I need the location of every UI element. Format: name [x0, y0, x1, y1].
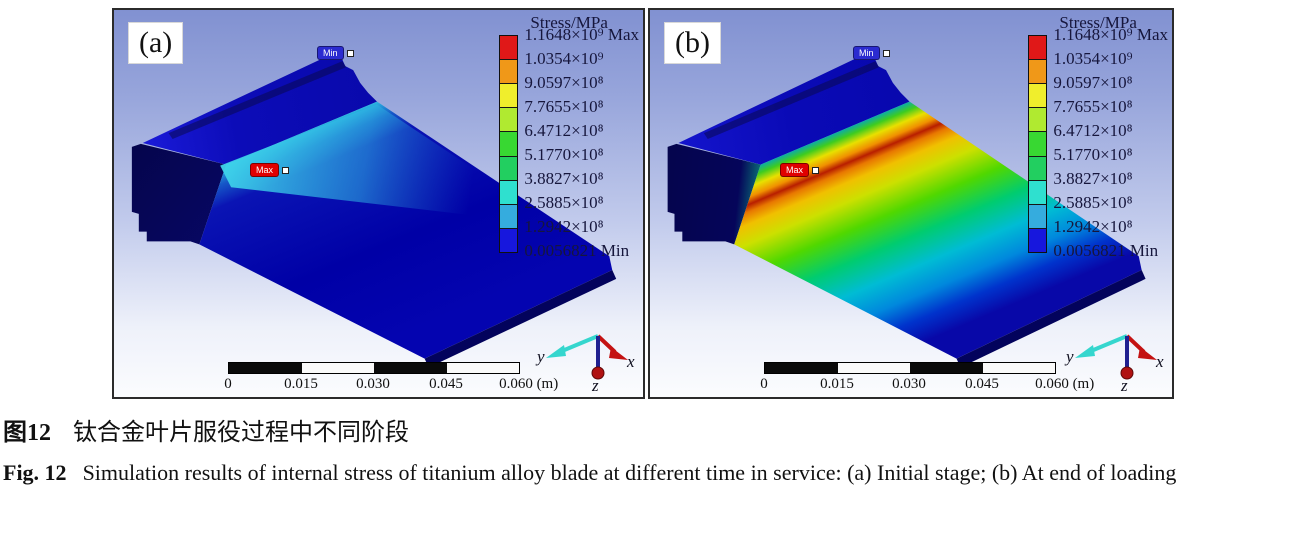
colorbar-segment [500, 36, 518, 60]
colorbar-segment [1029, 179, 1047, 204]
blade-contour-rendering-end-of-loading [667, 53, 1146, 368]
legend-value: 3.8827×10⁸ [524, 169, 604, 188]
colorbar-segment [500, 59, 518, 84]
simulation-panel-a: (a) Min Max Stress/MPa [112, 8, 645, 399]
max-tag-label: Max [780, 163, 810, 177]
colorbar-segment [1029, 59, 1047, 84]
colorbar-segment [1029, 107, 1047, 132]
legend-value: 1.2942×10⁸ [1053, 217, 1133, 236]
colorbar-segment [500, 107, 518, 132]
colorbar-segment [500, 131, 518, 156]
legend-title: Stress/MPa [530, 13, 608, 32]
scale-bar: 0 0.015 0.030 0.045 0.060 (m) [760, 362, 1094, 396]
legend-title: Stress/MPa [1059, 13, 1137, 32]
x-axis-label: x [1155, 352, 1164, 371]
caption-cn-number: 图12 [3, 420, 51, 446]
caption-chinese: 图12 钛合金叶片服役过程中不同阶段 [3, 412, 409, 447]
legend-value: 1.1648×10⁹ Max [524, 25, 639, 44]
max-marker: Max [780, 163, 820, 177]
colorbar-segment [1029, 83, 1047, 108]
min-marker: Min [853, 46, 890, 60]
z-axis-label: z [1120, 376, 1128, 393]
min-tag-label: Min [853, 46, 880, 60]
legend-labels: 1.1648×10⁹ Max 1.0354×10⁹ 9.0597×10⁸ 7.7… [524, 23, 639, 263]
colorbar-segment [1029, 155, 1047, 180]
legend-value: 3.8827×10⁸ [1053, 169, 1133, 188]
legend-value: 9.0597×10⁸ [524, 73, 604, 92]
max-tag-label: Max [250, 163, 280, 177]
caption-en-text: Simulation results of internal stress of… [82, 460, 1177, 485]
caption-cn-text: 钛合金叶片服役过程中不同阶段 [73, 420, 409, 446]
min-marker: Min [317, 46, 354, 60]
legend-value: 1.2942×10⁸ [524, 217, 604, 236]
legend-value: 6.4712×10⁸ [1053, 121, 1133, 140]
legend-value: 9.0597×10⁸ [1053, 73, 1133, 92]
legend-value: 1.0354×10⁹ [524, 49, 604, 68]
scale-bar-track [228, 362, 520, 374]
legend-value: 1.1648×10⁹ Max [1053, 25, 1168, 44]
colorbar-segment [500, 227, 518, 252]
scale-tick-label: 0.030 [356, 376, 390, 392]
scale-tick-label: 0.060 (m) [499, 376, 559, 392]
scale-tick-label: 0.030 [892, 376, 926, 392]
max-marker: Max [250, 163, 290, 177]
coordinate-triad: y x z [535, 334, 635, 393]
colorbar-segment [500, 203, 518, 228]
legend-value: 0.0056821 Min [1053, 241, 1159, 260]
colorbar-segment [500, 155, 518, 180]
colorbar-segment [1029, 227, 1047, 252]
scale-tick-label: 0.045 [965, 376, 999, 392]
colorbar-segment [500, 83, 518, 108]
legend-colorbar [499, 35, 519, 253]
legend-value: 1.0354×10⁹ [1053, 49, 1133, 68]
scale-tick-label: 0.015 [820, 376, 854, 392]
legend-value: 5.1770×10⁸ [524, 145, 604, 164]
panel-label-a: (a) [128, 22, 184, 64]
min-tag-label: Min [317, 46, 344, 60]
stress-legend: Stress/MPa 1.1648×10⁹ Max 1.0354×10⁹ [499, 13, 639, 263]
scale-bar-track [764, 362, 1056, 374]
legend-value: 5.1770×10⁸ [1053, 145, 1133, 164]
min-anchor-point [346, 49, 354, 57]
legend-value: 2.5885×10⁸ [524, 193, 604, 212]
simulation-panel-b: (b) Min Max Stress/MPa [648, 8, 1174, 399]
legend-value: 7.7655×10⁸ [524, 97, 604, 116]
scale-tick-label: 0.045 [429, 376, 463, 392]
scale-bar-labels: 0 0.015 0.030 0.045 0.060 (m) [760, 374, 1094, 396]
scale-tick-label: 0.015 [284, 376, 318, 392]
coordinate-triad: y x z [1064, 334, 1164, 393]
legend-value: 6.4712×10⁸ [524, 121, 604, 140]
colorbar-segment [1029, 203, 1047, 228]
legend-labels: 1.1648×10⁹ Max 1.0354×10⁹ 9.0597×10⁸ 7.7… [1053, 23, 1168, 263]
max-anchor-point [282, 166, 290, 174]
stress-legend: Stress/MPa 1.1648×10⁹ Max 1.0354×10⁹ [1028, 13, 1168, 263]
scale-tick-label: 0 [760, 376, 768, 392]
colorbar-segment [500, 179, 518, 204]
colorbar-segment [1029, 131, 1047, 156]
y-axis-label: y [535, 347, 545, 366]
legend-colorbar [1028, 35, 1048, 253]
scale-bar-labels: 0 0.015 0.030 0.045 0.060 (m) [224, 374, 558, 396]
x-axis-label: x [626, 352, 635, 371]
panel-label-b: (b) [664, 22, 721, 64]
max-anchor-point [812, 166, 820, 174]
legend-value: 0.0056821 Min [524, 241, 630, 260]
caption-english: Fig. 12 Simulation results of internal st… [3, 452, 1295, 494]
legend-value: 7.7655×10⁸ [1053, 97, 1133, 116]
y-axis-label: y [1064, 347, 1074, 366]
colorbar-segment [1029, 36, 1047, 60]
blade-contour-rendering-initial [131, 53, 617, 368]
legend-value: 2.5885×10⁸ [1053, 193, 1133, 212]
z-axis-label: z [591, 376, 599, 393]
scale-tick-label: 0.060 (m) [1035, 376, 1095, 392]
caption-en-number: Fig. 12 [3, 460, 67, 485]
min-anchor-point [882, 49, 890, 57]
scale-bar: 0 0.015 0.030 0.045 0.060 (m) [224, 362, 558, 396]
scale-tick-label: 0 [224, 376, 232, 392]
